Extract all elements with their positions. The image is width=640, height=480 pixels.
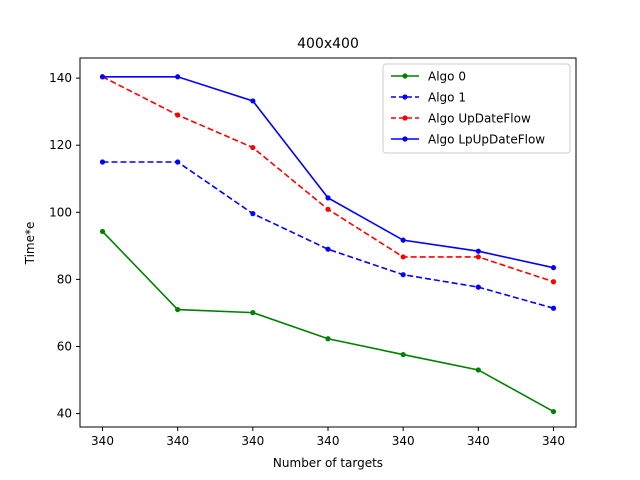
data-point (99, 159, 106, 165)
data-point (475, 248, 481, 254)
legend-box (382, 63, 571, 154)
data-point (175, 306, 181, 313)
data-point (250, 310, 256, 316)
legend-marker (402, 73, 408, 79)
data-point (550, 408, 557, 415)
legend: Algo 0 Algo 1 Algo UpDateFlow Algo LpUpDate… (382, 63, 571, 154)
data-point (550, 265, 557, 271)
data-point (325, 246, 331, 252)
legend-label: Algo UpDateFlow (428, 112, 531, 126)
legend-marker (402, 115, 408, 121)
data-point (400, 237, 406, 243)
x-axis-label: Number of targets (273, 456, 383, 470)
data-point (400, 254, 406, 260)
data-point (475, 284, 481, 290)
data-point (475, 254, 481, 260)
data-point (175, 159, 181, 165)
x-tick-label: 340 (91, 434, 114, 448)
x-tick-label: 340 (317, 434, 340, 448)
y-tick-label: 120 (49, 138, 72, 152)
data-point (99, 228, 106, 235)
data-point (175, 112, 181, 118)
legend-label: Algo 0 (428, 70, 466, 84)
legend-label: Algo LpUpDateFlow (428, 133, 545, 147)
x-tick-label: 340 (467, 434, 490, 448)
data-point (400, 272, 406, 278)
legend-label: Algo 1 (428, 91, 466, 105)
data-point (325, 195, 331, 201)
data-point (325, 206, 331, 212)
chart-title: 400x400 (297, 36, 359, 52)
legend-marker (402, 136, 408, 142)
y-tick-label: 40 (57, 407, 72, 421)
x-tick-label: 340 (392, 434, 415, 448)
data-point (400, 351, 406, 358)
data-point (250, 98, 256, 104)
x-tick-label: 340 (542, 434, 565, 448)
data-point (250, 144, 256, 151)
x-tick-label: 340 (241, 434, 264, 448)
legend-marker (402, 94, 408, 100)
plot-area: 340 340 340 340 340 340 340 40 60 80 100 120 140 (49, 57, 577, 448)
data-point (325, 336, 331, 342)
data-point (175, 74, 181, 80)
data-point (250, 211, 256, 217)
data-point (550, 305, 557, 311)
x-tick-label: 340 (166, 434, 189, 448)
data-point (99, 74, 106, 80)
y-tick-label: 80 (57, 272, 72, 286)
data-point (550, 279, 557, 285)
data-point (475, 367, 481, 373)
y-axis-label: Time*e (23, 222, 37, 266)
y-tick-label: 140 (49, 71, 72, 85)
y-tick-label: 60 (57, 339, 72, 353)
y-tick-label: 100 (49, 205, 72, 219)
